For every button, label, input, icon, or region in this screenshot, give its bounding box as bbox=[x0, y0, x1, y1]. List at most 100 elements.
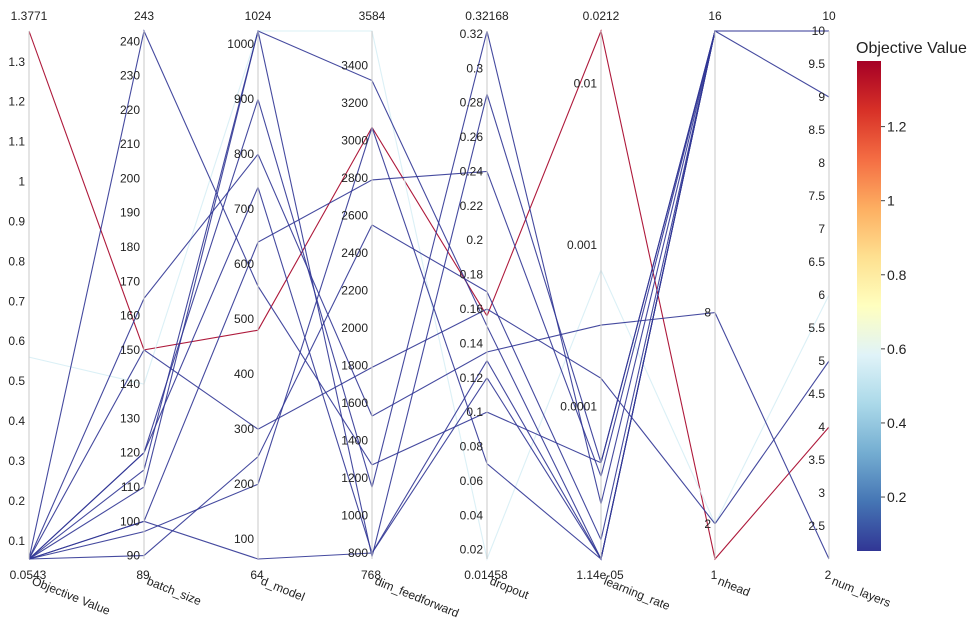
tick-label: 0.3 bbox=[466, 61, 483, 75]
trial-line bbox=[28, 30, 829, 560]
trial-line bbox=[28, 30, 829, 561]
tick-label: 0.6 bbox=[8, 334, 25, 348]
axis-max-label: 243 bbox=[134, 9, 154, 23]
tick-label: 100 bbox=[120, 514, 140, 528]
tick-label: 2000 bbox=[341, 321, 368, 335]
axis-min-label: 89 bbox=[136, 568, 150, 582]
colorbar: Objective Value 0.2 0.4 0.6 0.8 1 1.2 bbox=[856, 40, 967, 551]
trial-line bbox=[28, 29, 830, 561]
tick-label: 800 bbox=[234, 147, 254, 161]
tick-label: 3 bbox=[818, 486, 825, 500]
tick-label: 120 bbox=[120, 446, 140, 460]
tick-label: 140 bbox=[120, 377, 140, 391]
tick-label: 2 bbox=[704, 517, 711, 531]
colorbar-tick-label: 0.6 bbox=[887, 341, 907, 357]
tick-label: 1600 bbox=[341, 396, 368, 410]
tick-label: 180 bbox=[120, 240, 140, 254]
tick-label: 200 bbox=[234, 477, 254, 491]
tick-label: 130 bbox=[120, 411, 140, 425]
tick-label: 110 bbox=[121, 480, 140, 494]
tick-label: 1400 bbox=[341, 434, 368, 448]
tick-label: 4.5 bbox=[808, 387, 825, 401]
tick-label: 700 bbox=[234, 202, 254, 216]
tick-label: 600 bbox=[234, 257, 254, 271]
tick-label: 0.14 bbox=[460, 336, 484, 350]
tick-label: 0.001 bbox=[567, 238, 597, 252]
axis-max-label: 0.32168 bbox=[465, 9, 509, 23]
tick-label: 0.2 bbox=[8, 494, 25, 508]
tick-label: 1000 bbox=[341, 509, 368, 523]
axis-min-label: 1.14e-05 bbox=[576, 568, 624, 582]
axis-max-label: 1024 bbox=[245, 9, 272, 23]
axis-min-label: 0.01458 bbox=[464, 568, 508, 582]
trial-line bbox=[28, 153, 830, 560]
tick-label: 2.5 bbox=[808, 519, 825, 533]
tick-label: 0.9 bbox=[8, 214, 25, 228]
tick-label: 0.4 bbox=[8, 414, 25, 428]
tick-label: 3200 bbox=[341, 96, 368, 110]
axis-max-label: 16 bbox=[708, 9, 722, 23]
tick-label: 6.5 bbox=[808, 255, 825, 269]
tick-label: 0.8 bbox=[8, 254, 25, 268]
tick-label: 0.08 bbox=[460, 440, 484, 454]
tick-label: 2800 bbox=[341, 171, 368, 185]
axis: 800 1000 1200 1400 1600 1800 2000 2200 2400 2600 2… bbox=[341, 9, 461, 620]
tick-label: 0.06 bbox=[460, 474, 484, 488]
trial-line bbox=[28, 30, 829, 560]
colorbar-gradient bbox=[857, 61, 881, 551]
tick-label: 8 bbox=[818, 156, 825, 170]
tick-label: 0.7 bbox=[8, 294, 25, 308]
tick-label: 8.5 bbox=[808, 123, 825, 137]
tick-label: 0.12 bbox=[460, 371, 484, 385]
trial-line bbox=[28, 30, 830, 560]
tick-label: 0.04 bbox=[460, 508, 484, 522]
axis-min-label: 768 bbox=[361, 568, 381, 582]
tick-label: 2600 bbox=[341, 209, 368, 223]
tick-label: 150 bbox=[120, 343, 140, 357]
tick-label: 500 bbox=[234, 312, 254, 326]
tick-label: 5 bbox=[818, 354, 825, 368]
tick-label: 5.5 bbox=[808, 321, 825, 335]
tick-label: 90 bbox=[127, 549, 141, 563]
tick-label: 3400 bbox=[341, 59, 368, 73]
axis-max-label: 3584 bbox=[359, 9, 386, 23]
tick-label: 1200 bbox=[341, 471, 368, 485]
tick-label: 0.1 bbox=[466, 405, 483, 419]
axis-title: nhead bbox=[716, 574, 752, 599]
tick-label: 9 bbox=[818, 90, 825, 104]
tick-label: 800 bbox=[348, 546, 368, 560]
tick-label: 0.16 bbox=[460, 302, 484, 316]
tick-label: 900 bbox=[234, 92, 254, 106]
tick-label: 0.32 bbox=[460, 27, 484, 41]
tick-label: 9.5 bbox=[808, 57, 825, 71]
tick-label: 0.18 bbox=[460, 268, 484, 282]
colorbar-tick-label: 0.2 bbox=[887, 489, 907, 505]
tick-label: 0.0001 bbox=[560, 400, 597, 414]
tick-label: 160 bbox=[120, 309, 140, 323]
tick-label: 0.24 bbox=[460, 164, 484, 178]
trial-lines bbox=[28, 29, 830, 561]
tick-label: 8 bbox=[704, 306, 711, 320]
axis: 0.1 0.2 0.3 0.4 0.5 0.6 0.7 0.8 0.9 1 1.1 1.2 1.3 1.3… bbox=[8, 9, 112, 618]
axis: 90 100 110 120 130 140 150 160 170 180 190 200 210 22… bbox=[120, 9, 204, 608]
axis-min-label: 1 bbox=[711, 568, 718, 582]
trial-line bbox=[28, 308, 830, 560]
tick-label: 0.02 bbox=[460, 543, 484, 557]
tick-label: 4 bbox=[818, 420, 825, 434]
tick-label: 1.2 bbox=[8, 95, 25, 109]
tick-label: 400 bbox=[234, 367, 254, 381]
tick-label: 0.01 bbox=[574, 77, 598, 91]
tick-label: 10 bbox=[812, 24, 826, 38]
colorbar-title: Objective Value bbox=[856, 40, 967, 57]
tick-label: 3000 bbox=[341, 134, 368, 148]
axis-title: Objective Value bbox=[30, 574, 113, 618]
axes: 0.1 0.2 0.3 0.4 0.5 0.6 0.7 0.8 0.9 1 1.1 1.2 1.3 1.3… bbox=[8, 9, 892, 620]
tick-label: 7.5 bbox=[808, 189, 825, 203]
tick-label: 1.1 bbox=[8, 135, 25, 149]
tick-label: 200 bbox=[120, 171, 140, 185]
tick-label: 300 bbox=[234, 422, 254, 436]
tick-label: 1 bbox=[18, 175, 25, 189]
tick-label: 0.1 bbox=[8, 534, 25, 548]
